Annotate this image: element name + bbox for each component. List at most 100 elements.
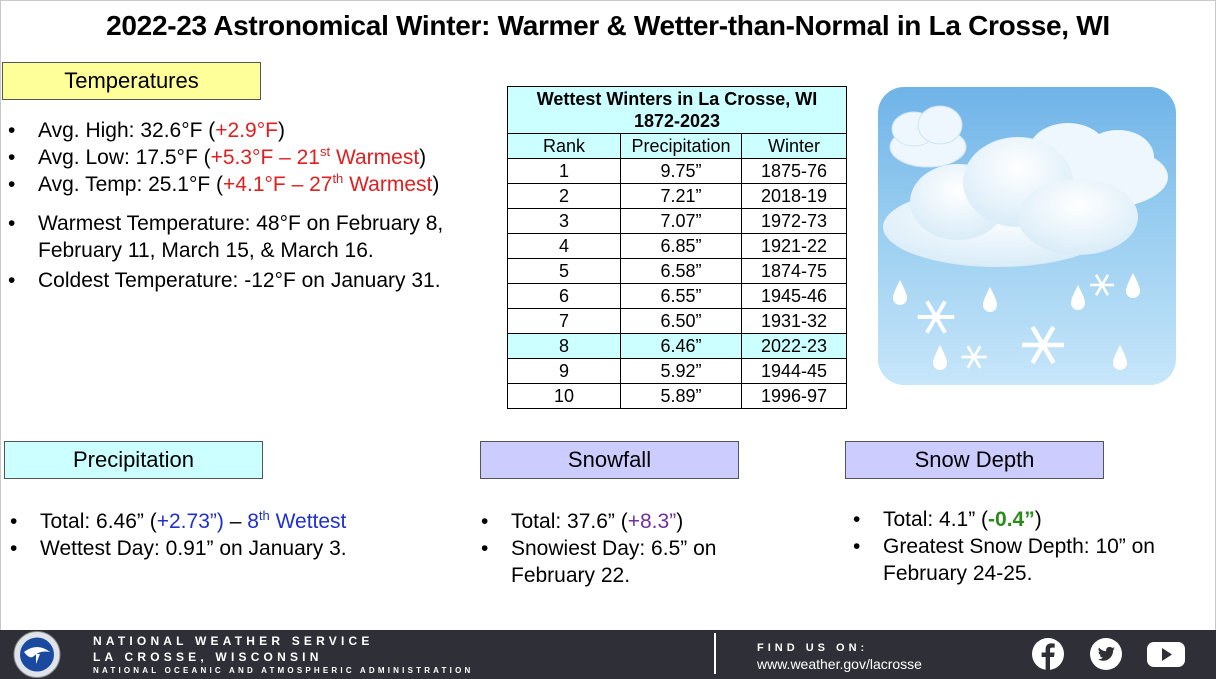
avg-temp-label: Avg. Temp: 25.1°F ( [38, 173, 224, 196]
table-row: 2 7.21” 2018-19 [507, 183, 847, 209]
precip-cell: 7.07” [620, 208, 742, 234]
avg-temp-item: Avg. Temp: 25.1°F (+4.1°F – 27th Warmest… [8, 171, 498, 198]
precipitation-list: Total: 6.46” (+2.73”) – 8th Wettest Wett… [10, 508, 450, 562]
winter-cell: 1931-32 [741, 308, 847, 334]
avg-temp-ordinal: th [332, 171, 344, 186]
winter-cell: 1944-45 [741, 358, 847, 384]
avg-high-departure: +2.9°F [215, 119, 278, 142]
close-paren: ) [1034, 508, 1042, 531]
twitter-icon[interactable] [1086, 637, 1126, 671]
snowfall-total-item: Total: 37.6” (+8.3”) [481, 508, 781, 535]
precip-cell: 6.55” [620, 283, 742, 309]
table-row: 5 6.58” 1874-75 [507, 258, 847, 284]
col-rank-header: Rank [507, 133, 621, 159]
precip-total-item: Total: 6.46” (+2.73”) – 8th Wettest [10, 508, 450, 535]
table-row: 4 6.85” 1921-22 [507, 233, 847, 259]
rank-cell: 2 [507, 183, 621, 209]
snowiest-day-item: Snowiest Day: 6.5” on February 22. [481, 535, 751, 589]
snow-depth-total-label: Total: 4.1” ( [883, 508, 989, 531]
rank-cell: 4 [507, 233, 621, 259]
precip-total-label: Total: 6.46” ( [40, 510, 157, 533]
rank-cell: 9 [507, 358, 621, 384]
precip-cell: 5.89” [620, 383, 742, 409]
warmest-temp-item: Warmest Temperature: 48°F on February 8,… [8, 210, 498, 264]
winter-cell: 1921-22 [741, 233, 847, 259]
winter-cell: 2022-23 [741, 333, 847, 359]
close-paren: ) [432, 173, 440, 196]
nws-logo-icon [13, 631, 61, 678]
find-us-label: FIND US ON: [757, 642, 869, 654]
snowfall-header: Snowfall [480, 441, 739, 479]
table-title-line2: 1872-2023 [633, 111, 721, 131]
snow-depth-header: Snow Depth [845, 441, 1104, 479]
facebook-icon[interactable] [1028, 637, 1068, 671]
col-precip-header: Precipitation [620, 133, 742, 159]
precip-cell: 5.92” [620, 358, 742, 384]
table-row: 9 5.92” 1944-45 [507, 358, 847, 384]
precip-cell: 6.58” [620, 258, 742, 284]
precip-separator: – [223, 510, 248, 533]
avg-low-departure: +5.3°F – 21 [210, 146, 320, 169]
footer-office: LA CROSSE, WISCONSIN [93, 650, 323, 664]
rank-cell: 6 [507, 283, 621, 309]
footer-noaa: NATIONAL OCEANIC AND ATMOSPHERIC ADMINIS… [93, 666, 474, 675]
temperature-extremes-list: Warmest Temperature: 48°F on February 8,… [8, 210, 498, 294]
table-title: Wettest Winters in La Crosse, WI 1872-202… [507, 86, 847, 134]
winter-cell: 1874-75 [741, 258, 847, 284]
avg-low-ordinal: st [319, 144, 331, 159]
winter-cell: 1996-97 [741, 383, 847, 409]
precip-cell: 6.46” [620, 333, 742, 359]
precip-cell: 7.21” [620, 183, 742, 209]
precip-rank-ordinal: th [258, 508, 270, 523]
precipitation-header: Precipitation [4, 441, 263, 479]
precip-departure: +2.73”) [156, 510, 224, 533]
avg-temp-departure: +4.1°F – 27 [223, 173, 333, 196]
avg-temp-rank: Warmest [343, 173, 433, 196]
temperatures-header: Temperatures [2, 62, 261, 100]
winter-cell: 1875-76 [741, 158, 847, 184]
avg-high-label: Avg. High: 32.6°F ( [38, 119, 216, 142]
winter-cell: 1972-73 [741, 208, 847, 234]
close-paren: ) [277, 119, 285, 142]
temperatures-list: Avg. High: 32.6°F (+2.9°F) Avg. Low: 17.… [8, 117, 498, 198]
table-row: 10 5.89” 1996-97 [507, 383, 847, 409]
avg-low-item: Avg. Low: 17.5°F (+5.3°F – 21st Warmest) [8, 144, 498, 171]
avg-low-rank: Warmest [330, 146, 420, 169]
table-row: 1 9.75” 1875-76 [507, 158, 847, 184]
footer-divider [714, 633, 716, 674]
snow-depth-departure: -0.4” [988, 508, 1035, 531]
col-winter-header: Winter [741, 133, 847, 159]
coldest-temp-item: Coldest Temperature: -12°F on January 31… [8, 267, 498, 294]
page-title: 2022-23 Astronomical Winter: Warmer & We… [106, 10, 1110, 41]
wettest-winters-table: Wettest Winters in La Crosse, WI 1872-202… [507, 86, 847, 409]
avg-high-item: Avg. High: 32.6°F (+2.9°F) [8, 117, 498, 144]
close-paren: ) [419, 146, 427, 169]
table-row: 7 6.50” 1931-32 [507, 308, 847, 334]
table-row: 3 7.07” 1972-73 [507, 208, 847, 234]
winter-cell: 1945-46 [741, 283, 847, 309]
precip-rank-number: 8 [247, 510, 259, 533]
rank-cell: 7 [507, 308, 621, 334]
footer-bar: NATIONAL WEATHER SERVICE LA CROSSE, WISC… [0, 630, 1216, 679]
rank-cell: 3 [507, 208, 621, 234]
snow-depth-list: Total: 4.1” (-0.4”) Greatest Snow Depth:… [853, 506, 1198, 587]
snowfall-list: Total: 37.6” (+8.3”) Snowiest Day: 6.5” … [481, 508, 781, 589]
precip-cell: 6.85” [620, 233, 742, 259]
rank-cell: 8 [507, 333, 621, 359]
precip-cell: 6.50” [620, 308, 742, 334]
footer-agency: NATIONAL WEATHER SERVICE [93, 634, 374, 648]
snowfall-departure: +8.3” [627, 510, 677, 533]
rain-snow-cloud-icon [878, 87, 1176, 385]
precip-rank-text: Wettest [269, 510, 347, 533]
website-link[interactable]: www.weather.gov/lacrosse [757, 656, 922, 672]
winter-cell: 2018-19 [741, 183, 847, 209]
close-paren: ) [676, 510, 684, 533]
wettest-day-item: Wettest Day: 0.91” on January 3. [10, 535, 450, 562]
snow-depth-total-item: Total: 4.1” (-0.4”) [853, 506, 1198, 533]
youtube-icon[interactable] [1146, 637, 1186, 671]
table-row-highlighted: 8 6.46” 2022-23 [507, 333, 847, 359]
avg-low-label: Avg. Low: 17.5°F ( [38, 146, 211, 169]
table-row: 6 6.55” 1945-46 [507, 283, 847, 309]
table-title-line1: Wettest Winters in La Crosse, WI [536, 89, 818, 109]
precip-cell: 9.75” [620, 158, 742, 184]
